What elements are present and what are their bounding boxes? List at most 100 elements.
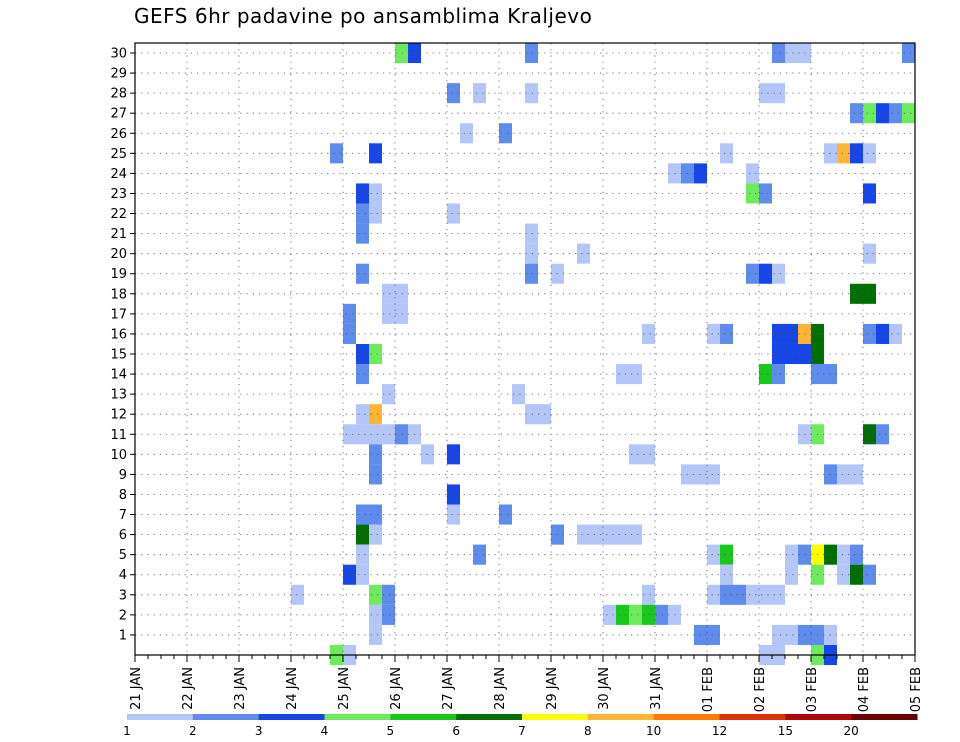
heatmap-cell — [369, 404, 382, 425]
heatmap-cell — [694, 464, 707, 485]
heatmap-cell — [629, 524, 642, 545]
heatmap-cell — [603, 524, 616, 545]
heatmap-cell — [473, 544, 486, 565]
heatmap-cell — [525, 223, 538, 244]
heatmap-cell — [356, 263, 369, 284]
x-axis-ticks: 21 JAN 22 JAN 23 JAN 24 JAN 25 JAN 26 JAN 27 J… — [129, 655, 924, 712]
y-tick-label: 11 — [110, 428, 127, 443]
colorbar-swatch — [390, 714, 457, 720]
heatmap-cell — [356, 504, 369, 525]
heatmap-cell — [382, 303, 395, 324]
heatmap-cell — [356, 223, 369, 244]
heatmap-cell — [876, 323, 889, 344]
y-tick-label: 6 — [119, 528, 127, 543]
y-tick-label: 29 — [110, 67, 127, 82]
heatmap-cell — [343, 303, 356, 324]
heatmap-cell — [837, 464, 850, 485]
colorbar-swatch — [653, 714, 720, 720]
y-tick-label: 23 — [110, 187, 127, 202]
heatmap-cell — [356, 203, 369, 224]
heatmap-cell — [499, 504, 512, 525]
heatmap-cell — [382, 424, 395, 445]
heatmap-cell — [512, 384, 525, 405]
heatmap-cell — [772, 584, 785, 605]
colorbar-label: 4 — [321, 724, 329, 738]
x-tick-label: 29 JAN — [545, 667, 560, 710]
heatmap-cell — [369, 183, 382, 204]
heatmap-cell — [850, 283, 863, 304]
heatmap-cell — [798, 544, 811, 565]
heatmap-cell — [356, 183, 369, 204]
heatmap-cell — [837, 544, 850, 565]
heatmap-cell — [720, 143, 733, 164]
heatmap-cell — [629, 364, 642, 385]
heatmap-cell — [759, 584, 772, 605]
y-tick-label: 2 — [119, 608, 127, 623]
heatmap-cell — [382, 584, 395, 605]
y-tick-label: 15 — [110, 348, 127, 363]
x-tick-label: 23 JAN — [233, 667, 248, 710]
y-tick-label: 16 — [110, 327, 127, 342]
heatmap-cell — [759, 183, 772, 204]
heatmap-cell — [720, 584, 733, 605]
colorbar-label: 5 — [387, 724, 395, 738]
heatmap-cell — [616, 524, 629, 545]
y-axis-ticks: 1234567891011121314151617181920212223242… — [110, 47, 135, 643]
x-tick-label: 22 JAN — [181, 667, 196, 710]
y-tick-label: 4 — [119, 568, 127, 583]
x-tick-label: 28 JAN — [493, 667, 508, 710]
heatmap-cell — [772, 364, 785, 385]
x-tick-label: 24 JAN — [285, 667, 300, 710]
heatmap-cell — [369, 604, 382, 625]
heatmap-cell — [863, 564, 876, 585]
chart-title: GEFS 6hr padavine po ansamblima Kraljevo — [134, 4, 593, 28]
heatmap-cell — [356, 364, 369, 385]
y-tick-label: 14 — [110, 368, 127, 383]
heatmap-cell — [694, 163, 707, 184]
heatmap-cell — [694, 624, 707, 645]
heatmap-cell — [369, 584, 382, 605]
x-tick-label: 30 JAN — [597, 667, 612, 710]
y-tick-label: 28 — [110, 87, 127, 102]
x-tick-label: 02 FEB — [753, 667, 768, 712]
heatmap-cell — [395, 424, 408, 445]
heatmap-cell — [356, 544, 369, 565]
heatmap-cell — [863, 323, 876, 344]
heatmap-cell — [759, 364, 772, 385]
heatmap-cell — [343, 323, 356, 344]
heatmap-cell — [850, 544, 863, 565]
heatmap-cell — [772, 42, 785, 64]
heatmap-cell — [447, 484, 460, 505]
colorbar-label: 3 — [255, 724, 263, 738]
heatmap-cell — [876, 103, 889, 124]
heatmap-cell — [837, 564, 850, 585]
heatmap-cell — [785, 42, 798, 64]
heatmap-cell — [798, 343, 811, 365]
heatmap-cell — [356, 424, 369, 445]
y-tick-label: 12 — [110, 408, 127, 423]
heatmap-cell — [356, 524, 369, 545]
heatmap-cell — [369, 444, 382, 465]
y-tick-label: 3 — [119, 588, 127, 603]
heatmap-cell — [707, 544, 720, 565]
heatmap-cell — [369, 624, 382, 645]
colorbar-label: 12 — [712, 724, 727, 738]
heatmap-cell — [772, 624, 785, 645]
heatmap-cell — [642, 323, 655, 344]
heatmap-cell — [798, 424, 811, 445]
heatmap-cell — [525, 263, 538, 284]
heatmap-cell — [525, 42, 538, 64]
heatmap-cell — [369, 143, 382, 164]
colorbar-label: 20 — [844, 724, 859, 738]
heatmap-cell — [447, 203, 460, 224]
heatmap-cell — [395, 283, 408, 304]
colorbar-swatch — [851, 714, 918, 720]
heatmap-cell — [798, 624, 811, 645]
heatmap-cell — [863, 283, 876, 304]
y-tick-label: 27 — [110, 107, 127, 122]
heatmap-cell — [772, 263, 785, 284]
heatmap-cell — [798, 323, 811, 344]
heatmap-cell — [616, 364, 629, 385]
x-tick-label: 31 JAN — [649, 667, 664, 710]
